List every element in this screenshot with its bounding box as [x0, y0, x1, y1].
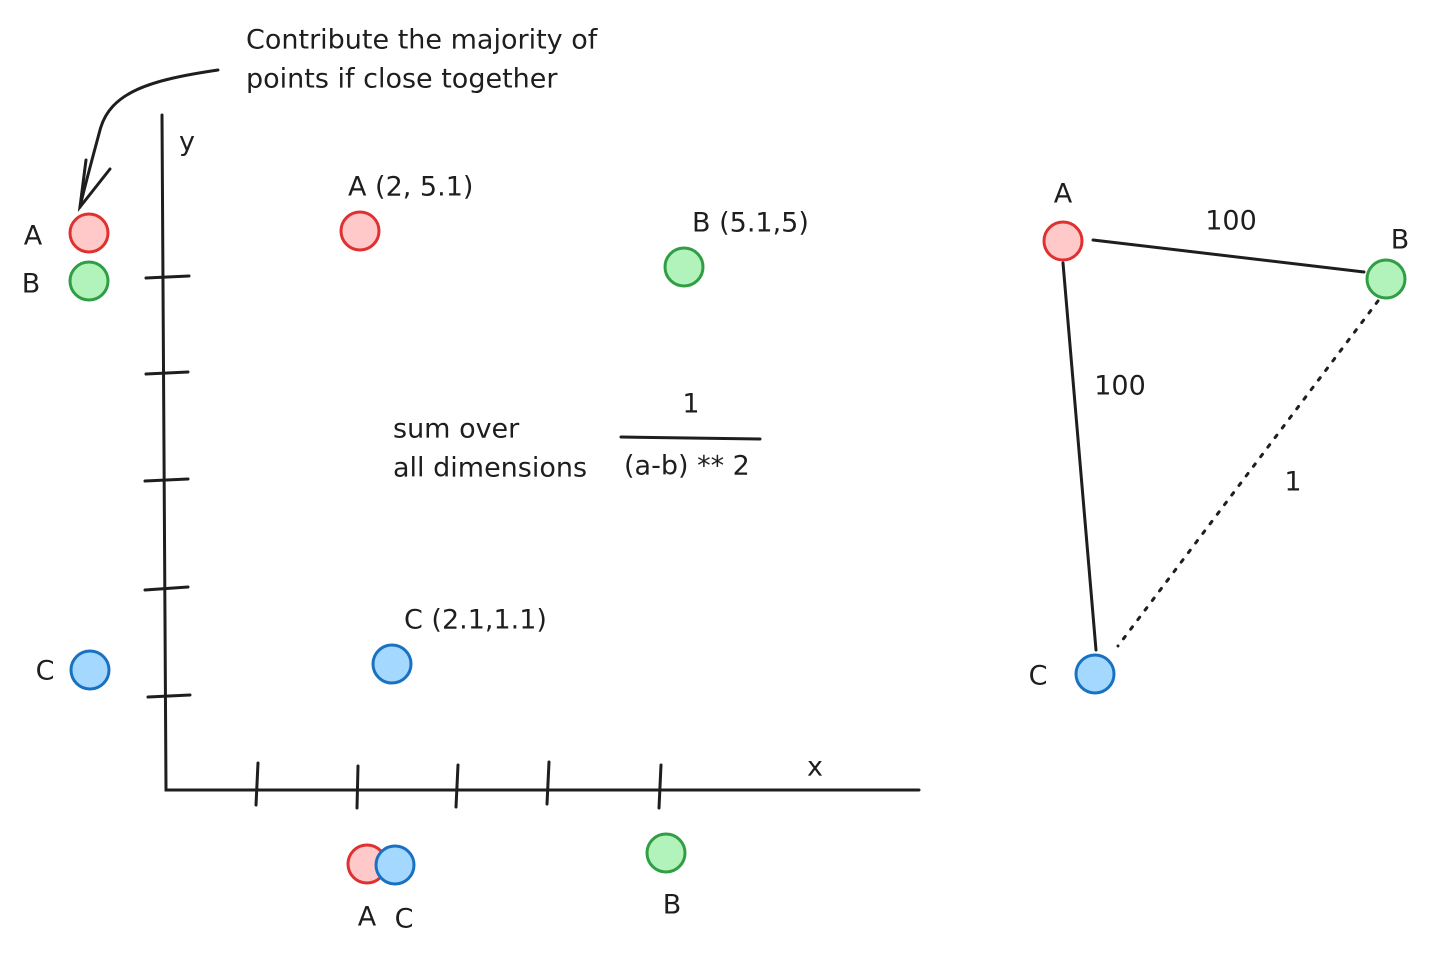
node-label: C — [1029, 661, 1048, 692]
y-ticks — [143, 274, 192, 699]
formula-text: all dimensions — [393, 453, 587, 484]
projection-label: B — [22, 269, 41, 300]
point-label: A (2, 5.1) — [348, 172, 473, 203]
projection-label: A — [24, 221, 43, 252]
edge — [1061, 261, 1098, 652]
point-label: C (2.1,1.1) — [404, 605, 547, 636]
edge-label: 100 — [1094, 371, 1146, 402]
projection-c — [374, 844, 416, 886]
node-a — [1042, 220, 1084, 262]
projection-c — [69, 649, 111, 691]
y-axis-label: y — [179, 127, 195, 158]
node-label: B — [1391, 225, 1410, 256]
node-c — [1074, 653, 1116, 695]
x-ticks — [254, 760, 663, 810]
edge-label: 100 — [1205, 206, 1257, 237]
edge-label: 1 — [1284, 467, 1301, 498]
node-b — [1365, 258, 1407, 300]
point-c — [371, 643, 413, 685]
formula-denominator: (a-b) ** 2 — [624, 451, 750, 482]
node-label: A — [1054, 179, 1073, 210]
point-b — [663, 246, 705, 288]
projection-label: C — [395, 904, 414, 935]
point-label: B (5.1,5) — [692, 208, 809, 239]
projection-label: B — [663, 890, 682, 921]
fraction-line — [619, 435, 762, 441]
formula-text: sum over — [393, 414, 520, 445]
projection-label: C — [36, 656, 55, 687]
annotation-line: Contribute the majority of — [246, 25, 599, 56]
annotation-line: points if close together — [246, 64, 558, 95]
projection-b — [645, 832, 687, 874]
projection-b — [68, 260, 110, 302]
edge-dotted — [1116, 299, 1380, 648]
edge — [1091, 238, 1366, 274]
arrow-head — [77, 158, 112, 213]
projection-a — [68, 212, 110, 254]
arrow — [78, 68, 220, 209]
x-axis-label: x — [807, 752, 823, 783]
point-a — [339, 210, 381, 252]
projection-label: A — [358, 902, 377, 933]
formula-numerator: 1 — [682, 389, 699, 420]
axes — [160, 113, 921, 792]
